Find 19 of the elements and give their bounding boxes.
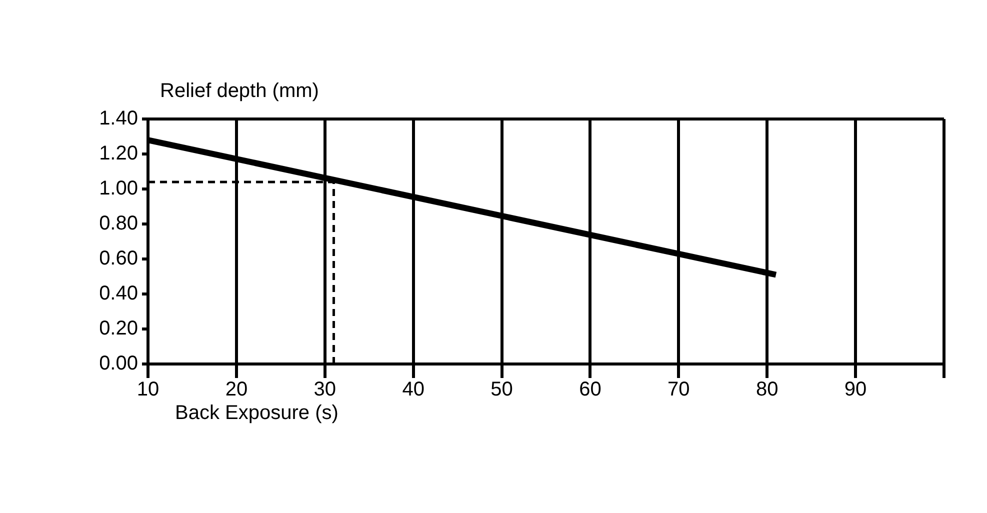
x-tick-label: 20 xyxy=(225,378,248,401)
y-tick-label: 1.40 xyxy=(99,108,138,130)
y-tick-label: 0.00 xyxy=(99,352,138,375)
x-tick-label: 90 xyxy=(844,378,867,401)
y-tick-label: 0.20 xyxy=(99,318,138,340)
x-tick-label: 10 xyxy=(136,378,160,401)
y-tick-label: 1.00 xyxy=(99,178,138,200)
x-axis-title: Back Exposure (s) xyxy=(175,402,338,425)
y-tick-label: 0.60 xyxy=(99,248,138,270)
x-tick-label: 30 xyxy=(314,378,336,401)
y-axis-title: Relief depth (mm) xyxy=(160,80,319,103)
x-tick-label: 80 xyxy=(756,378,778,401)
x-tick-label: 70 xyxy=(668,378,690,401)
y-tick-label: 1.20 xyxy=(99,142,138,165)
y-tick-label: 0.40 xyxy=(99,282,138,305)
x-tick-label: 50 xyxy=(490,378,513,401)
y-tick-label: 0.80 xyxy=(99,212,138,235)
x-tick-label: 60 xyxy=(579,378,602,401)
x-tick-label: 40 xyxy=(402,378,424,401)
